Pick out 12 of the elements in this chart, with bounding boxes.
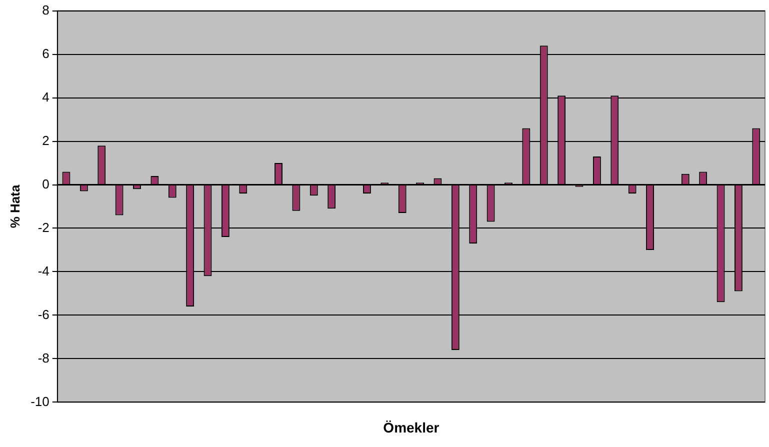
y-tick-label: 6 [42,46,50,61]
y-tick-label: 4 [42,89,50,104]
y-tick-label: 2 [42,132,50,148]
x-axis-title: Ömekler [383,419,440,436]
y-tick-label: -2 [38,220,50,235]
y-axis-title: % Hata [7,184,22,228]
y-tick-label: 8 [42,2,50,18]
y-tick-label: -8 [38,350,50,366]
y-tick-label: -6 [38,306,50,322]
y-tick-label: -4 [38,263,50,278]
y-tick-label: -10 [30,394,50,409]
y-tick-label: 0 [42,176,50,192]
